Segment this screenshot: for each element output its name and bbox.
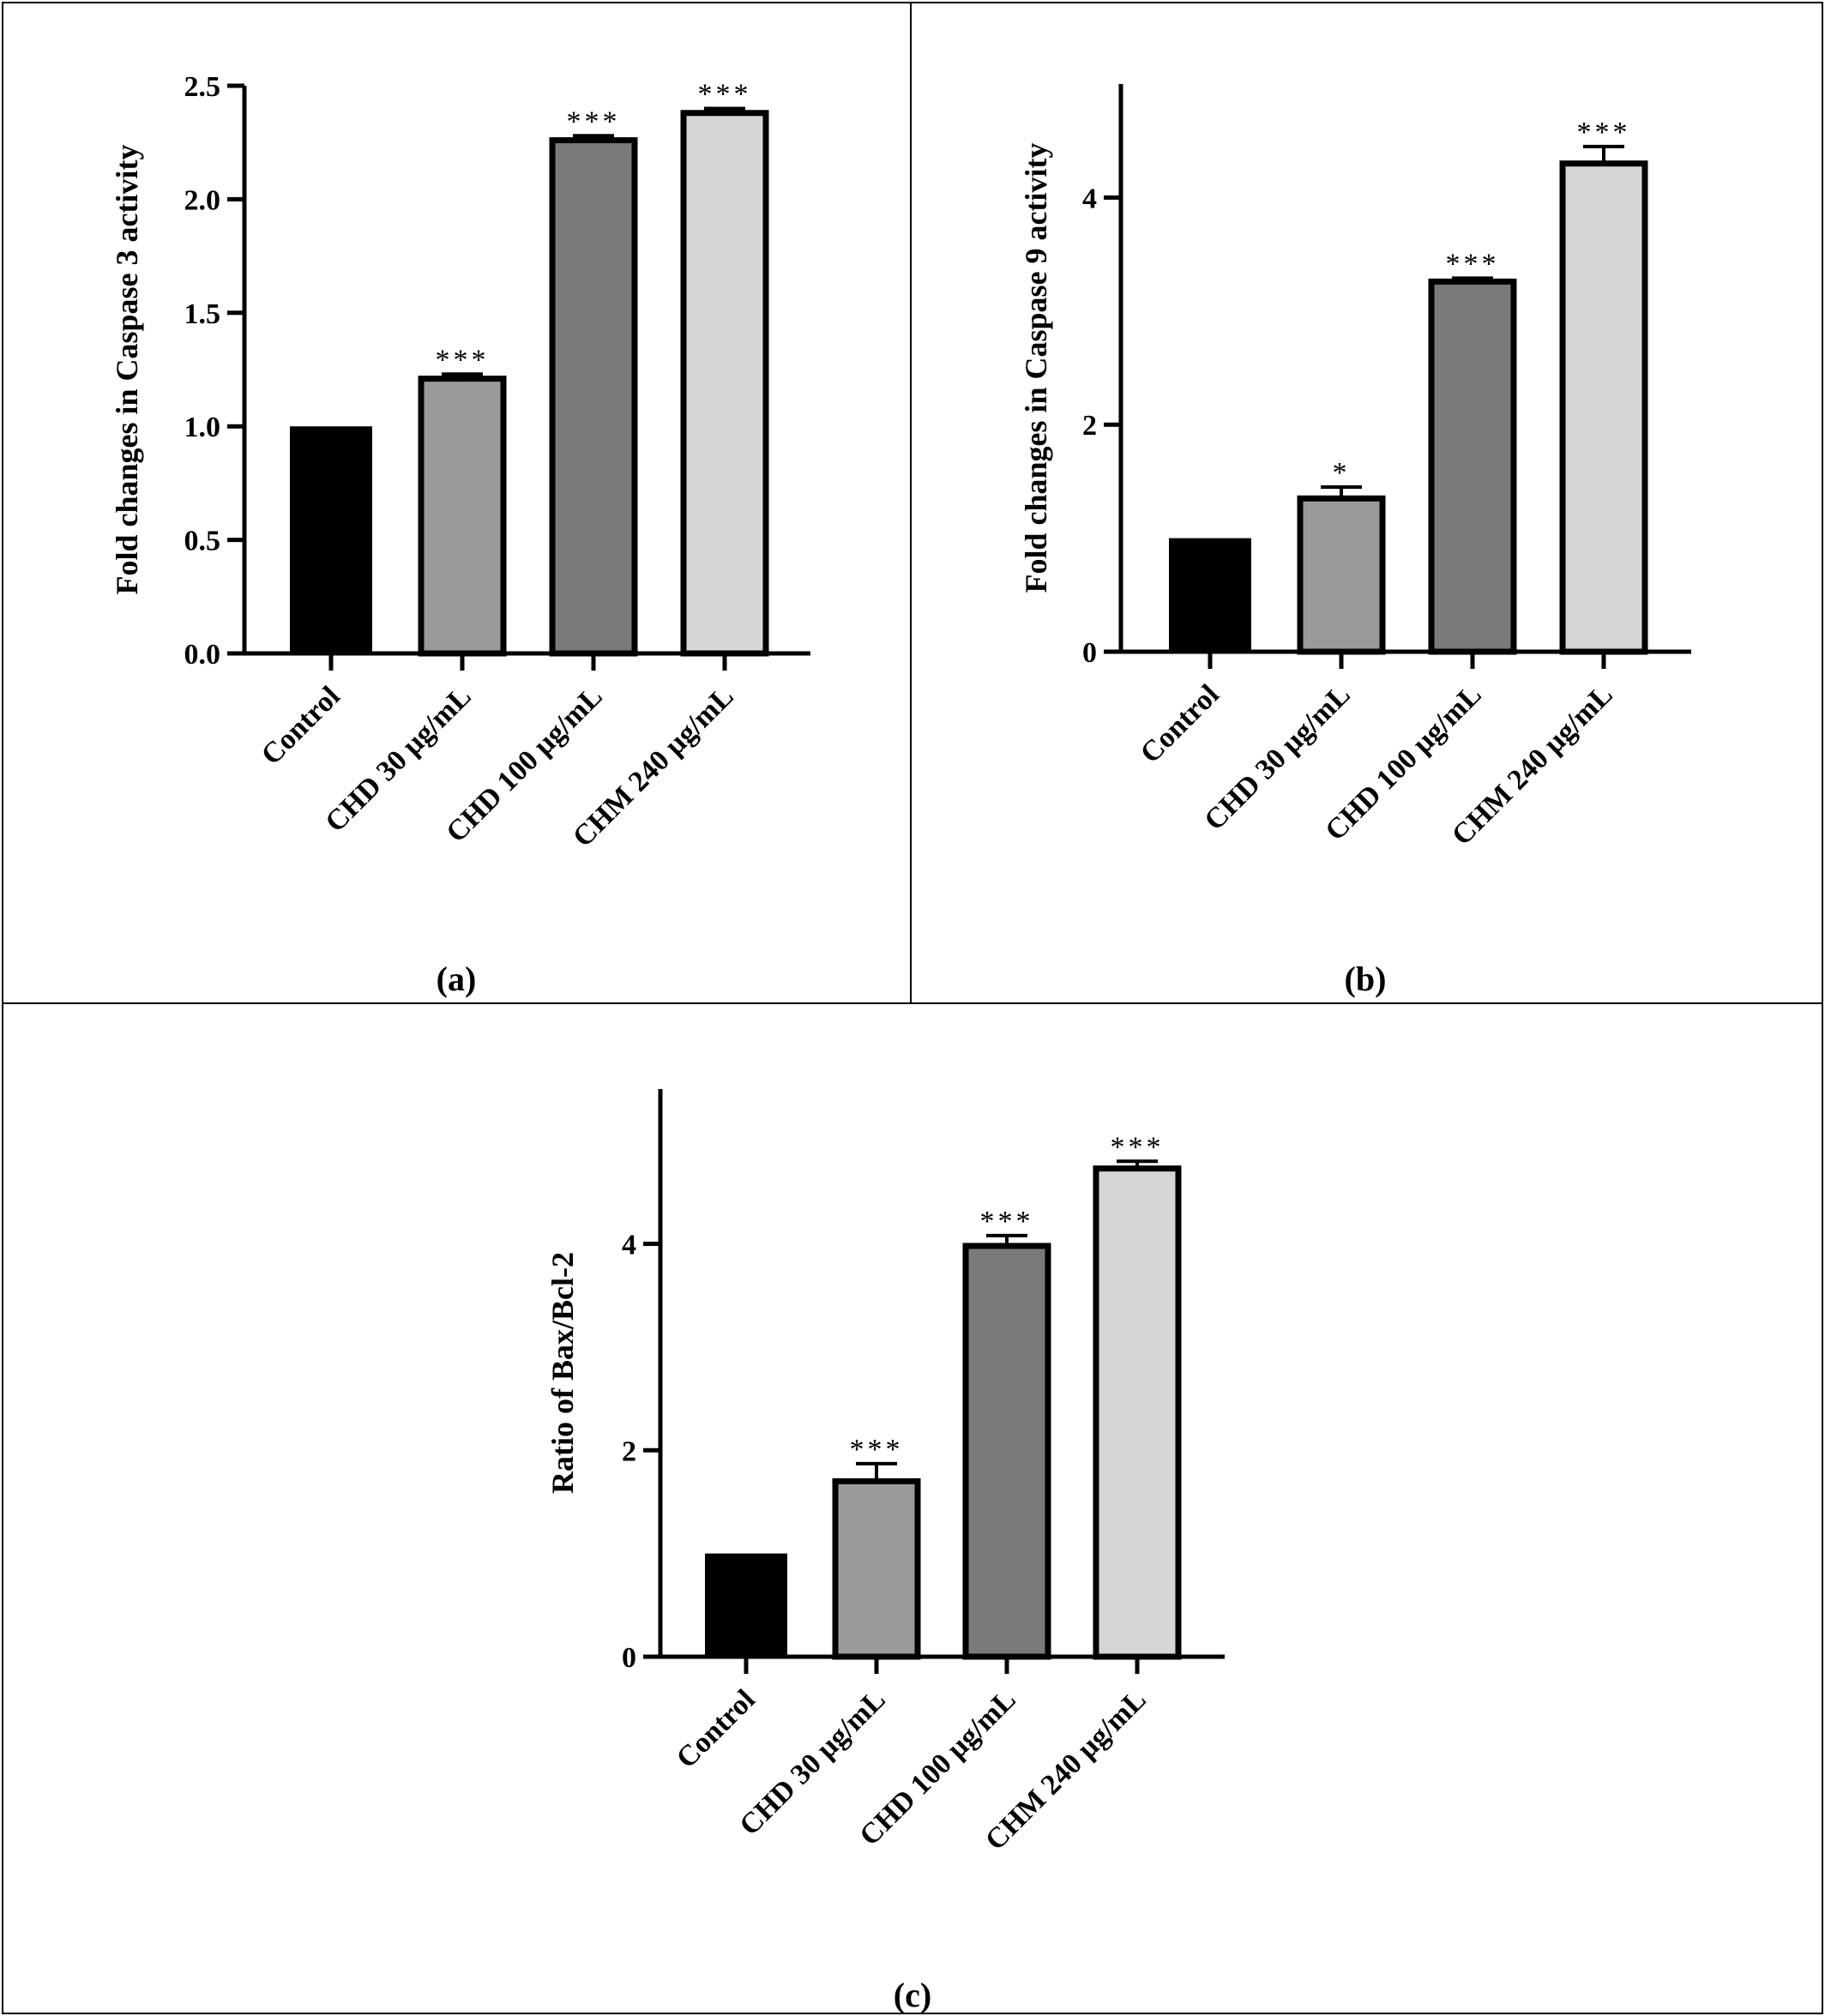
y-tick-label: 2.5 xyxy=(184,71,221,103)
y-axis-label: Ratio of Bax/Bcl-2 xyxy=(545,1252,580,1494)
significance-label: *** xyxy=(567,105,621,137)
bar xyxy=(290,426,372,653)
y-tick-label: 0.0 xyxy=(184,639,221,671)
panel-label: (c) xyxy=(894,1976,931,2014)
y-tick-label: 2 xyxy=(1082,410,1097,442)
bar xyxy=(1093,1165,1182,1660)
bar xyxy=(418,376,507,657)
y-axis-label: Fold changes in Caspase 3 activity xyxy=(110,144,144,594)
y-tick-label: 0 xyxy=(1082,637,1097,669)
significance-label: * xyxy=(1333,457,1351,489)
significance-label: *** xyxy=(850,1434,904,1465)
bar xyxy=(705,1553,787,1657)
bar xyxy=(680,110,769,657)
y-tick-label: 1.5 xyxy=(184,298,221,330)
x-tick-label: Control xyxy=(256,680,346,771)
chart-caspase-9: 0 2 4 Fold changes in Caspase 9 activity Con… xyxy=(1019,84,1691,998)
significance-label: *** xyxy=(698,78,752,110)
bar xyxy=(1428,278,1517,655)
y-tick-label: 0 xyxy=(622,1642,636,1674)
y-tick-label: 4 xyxy=(1082,183,1097,214)
y-tick-label: 2 xyxy=(622,1435,636,1467)
significance-label: *** xyxy=(436,344,490,376)
y-tick-label: 4 xyxy=(622,1230,636,1261)
panel-label: (a) xyxy=(437,960,477,998)
x-tick-label: Control xyxy=(671,1683,762,1774)
y-tick-label: 2.0 xyxy=(184,184,221,216)
significance-label: *** xyxy=(1577,117,1631,148)
bar xyxy=(1297,495,1386,655)
bar xyxy=(549,137,638,657)
bar xyxy=(832,1477,921,1660)
y-tick-label: 0.5 xyxy=(184,526,221,557)
x-tick-label: Control xyxy=(1135,678,1226,769)
bar xyxy=(1559,160,1648,655)
significance-label: *** xyxy=(1111,1131,1165,1163)
chart-caspase-3: 0.0 0.5 1.0 1.5 2.0 2.5 Fold changes in Caspas… xyxy=(110,71,810,998)
bar xyxy=(1169,538,1251,652)
significance-label: *** xyxy=(980,1206,1034,1237)
bar xyxy=(962,1243,1051,1660)
y-tick-label: 1.0 xyxy=(184,412,221,443)
y-axis-label: Fold changes in Caspase 9 activity xyxy=(1019,142,1053,593)
panel-label: (b) xyxy=(1345,960,1387,998)
significance-label: *** xyxy=(1446,248,1500,280)
